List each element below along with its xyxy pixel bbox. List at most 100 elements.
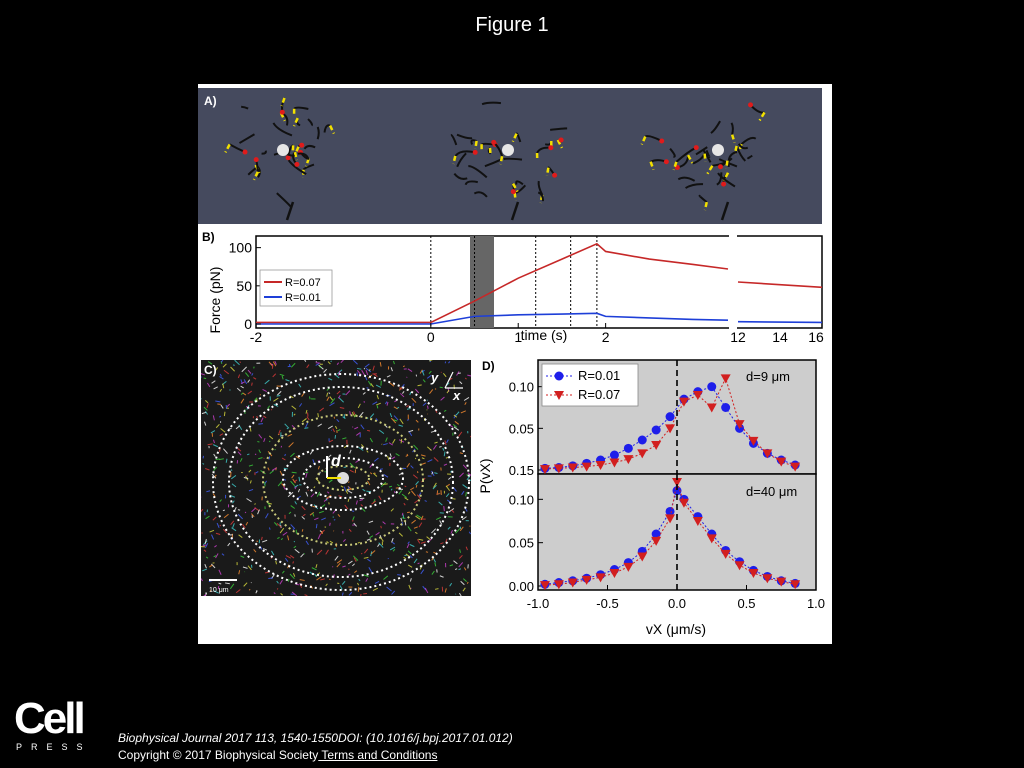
point-r007 bbox=[595, 573, 606, 583]
bead-2 bbox=[502, 144, 514, 156]
velocity-points bbox=[539, 360, 801, 591]
motor-segment bbox=[703, 201, 708, 211]
vector-label: d bbox=[331, 453, 342, 470]
network-a bbox=[224, 97, 766, 221]
panel-d-label: D) bbox=[482, 359, 495, 373]
filament bbox=[730, 122, 734, 135]
point-r007 bbox=[678, 498, 689, 508]
force-ytick: 0 bbox=[244, 316, 252, 332]
point-r007 bbox=[609, 458, 620, 468]
motor-segment bbox=[725, 160, 729, 169]
bottom-ytick: 0.10 bbox=[509, 492, 534, 507]
filament bbox=[456, 133, 473, 140]
point-r001 bbox=[609, 450, 619, 460]
force-lines bbox=[256, 242, 823, 325]
crosslink bbox=[748, 102, 754, 108]
point-r007 bbox=[567, 463, 578, 473]
velocity-xtick: 1.0 bbox=[807, 596, 825, 611]
filament bbox=[272, 122, 293, 137]
point-r007 bbox=[692, 517, 703, 526]
filament bbox=[669, 147, 676, 158]
filament bbox=[515, 132, 522, 143]
panel-c-label: C) bbox=[204, 363, 217, 377]
force-xtick: 2 bbox=[602, 329, 610, 345]
point-r007 bbox=[581, 575, 592, 585]
motor-segment bbox=[672, 161, 678, 171]
point-r001 bbox=[665, 412, 675, 422]
cell-press-logo[interactable]: Cell PRESS bbox=[14, 694, 86, 756]
force-xtick: -2 bbox=[250, 329, 263, 345]
point-r007 bbox=[581, 462, 592, 472]
top-title: d=9 μm bbox=[746, 369, 790, 384]
legend-r001-d: R=0.01 bbox=[578, 368, 620, 383]
velocity-xtick: -0.5 bbox=[596, 596, 618, 611]
point-r007 bbox=[637, 449, 648, 459]
point-r001 bbox=[623, 443, 633, 453]
crosslink bbox=[253, 157, 259, 163]
force-line-right bbox=[737, 281, 823, 289]
velocity-distribution-charts: D) P(vX) 0.15 0.05 0.10 0.00 0.05 0.10 -1.0 -0.… bbox=[477, 359, 825, 637]
force-ytick: 100 bbox=[229, 240, 253, 256]
velocity-xtick: 0.5 bbox=[737, 596, 755, 611]
force-xtick: 1 bbox=[514, 329, 522, 345]
point-r007 bbox=[678, 397, 689, 407]
filament bbox=[702, 149, 712, 163]
force-xtick: 0 bbox=[427, 329, 435, 345]
point-r001 bbox=[651, 529, 661, 539]
filament bbox=[695, 146, 708, 156]
filament bbox=[644, 135, 663, 142]
legend-r007: R=0.07 bbox=[285, 277, 321, 289]
motor-segment bbox=[280, 97, 286, 107]
point-r007 bbox=[734, 420, 745, 430]
point-r007 bbox=[665, 424, 676, 434]
tether bbox=[720, 201, 730, 221]
point-r007 bbox=[776, 577, 787, 587]
tracking-image: d y x 10 μm bbox=[198, 356, 476, 599]
point-r007 bbox=[790, 462, 801, 472]
filament bbox=[307, 118, 313, 127]
motor-segment bbox=[294, 146, 300, 156]
figure-title: Figure 1 bbox=[475, 14, 549, 36]
velocity-ylabel: P(vX) bbox=[477, 459, 493, 494]
motor-segment bbox=[252, 171, 259, 181]
point-r007 bbox=[553, 580, 564, 590]
filament bbox=[692, 153, 706, 165]
filament bbox=[717, 172, 736, 188]
velocity-legend bbox=[541, 363, 639, 407]
shaded-interval bbox=[470, 236, 494, 328]
motor-segment bbox=[545, 167, 550, 176]
motor-segment bbox=[474, 140, 478, 150]
axis-x-label: x bbox=[452, 388, 461, 403]
motor-segment bbox=[452, 155, 457, 165]
legend-r001: R=0.01 bbox=[285, 292, 321, 304]
point-r007 bbox=[609, 569, 620, 578]
panel-a: A) bbox=[198, 88, 822, 224]
filament bbox=[276, 192, 292, 208]
terms-link[interactable]: Terms and Conditions bbox=[318, 748, 438, 762]
filament bbox=[453, 173, 468, 180]
bead bbox=[337, 472, 349, 484]
filament bbox=[537, 191, 544, 202]
crosslink bbox=[552, 172, 558, 178]
tether bbox=[285, 201, 295, 221]
figure-canvas: A) B) Force (pN) -2 0 1 2 12 14 16 0 50 100 time … bbox=[198, 84, 832, 644]
force-legend bbox=[259, 269, 333, 307]
point-r007 bbox=[651, 441, 662, 450]
point-r007 bbox=[762, 574, 773, 584]
filament bbox=[261, 150, 267, 155]
filament bbox=[293, 106, 309, 110]
point-r007 bbox=[623, 455, 634, 465]
crosslink bbox=[659, 138, 665, 144]
filament bbox=[727, 150, 738, 168]
point-r007 bbox=[762, 449, 773, 459]
motor-segment bbox=[511, 133, 518, 143]
motor-segment bbox=[703, 153, 707, 162]
filament bbox=[303, 144, 316, 150]
velocity-ticks: 0.15 0.05 0.10 0.00 0.05 0.10 -1.0 -0.5 0.0 0.5 1.… bbox=[509, 380, 825, 611]
motor-segment bbox=[511, 182, 519, 193]
velocity-xtick: 0.0 bbox=[668, 596, 686, 611]
motor-segment bbox=[513, 192, 517, 201]
filament bbox=[287, 159, 307, 176]
